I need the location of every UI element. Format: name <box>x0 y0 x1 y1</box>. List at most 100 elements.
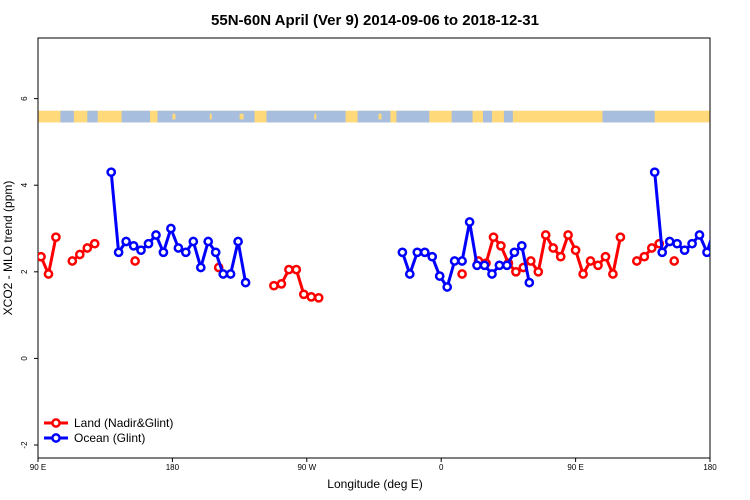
x-tick-label: 0 <box>439 463 444 472</box>
x-axis-label: Longitude (deg E) <box>327 477 422 491</box>
data-point <box>195 262 206 273</box>
y-tick-label: 6 <box>20 96 29 101</box>
data-point <box>533 266 544 277</box>
data-point <box>457 256 467 266</box>
data-point <box>269 280 279 291</box>
data-point <box>180 247 191 258</box>
y-axis-label: XCO2 - MLO trend (ppm) <box>1 181 15 316</box>
series-line <box>653 172 710 254</box>
data-point <box>702 247 710 258</box>
data-point <box>298 289 309 300</box>
band-ocean <box>357 110 391 123</box>
data-point <box>434 271 445 281</box>
data-point <box>43 269 54 279</box>
data-point <box>51 232 61 243</box>
data-point <box>173 243 184 253</box>
legend: Land (Nadir&Glint)Ocean (Glint) <box>44 416 173 445</box>
data-point <box>649 167 660 178</box>
data-point <box>600 251 611 262</box>
data-point <box>130 256 140 266</box>
band-ocean <box>483 110 492 123</box>
data-point <box>82 243 93 253</box>
data-point <box>38 251 46 262</box>
legend-label: Ocean (Glint) <box>74 431 145 445</box>
data-point <box>563 230 573 240</box>
band-ocean <box>157 110 255 123</box>
data-point <box>639 251 650 262</box>
legend-marker <box>51 418 61 428</box>
x-tick-label: 90 E <box>567 463 583 472</box>
data-point <box>496 240 506 251</box>
x-tick-label: 90 W <box>297 463 316 472</box>
data-point <box>494 260 505 271</box>
data-point <box>397 247 408 258</box>
band-land-fragment <box>172 113 176 120</box>
data-point <box>128 240 139 251</box>
band-land-fragment <box>209 113 212 120</box>
x-tick-label: 180 <box>703 463 717 472</box>
data-point <box>121 236 131 247</box>
y-tick-label: 0 <box>20 356 29 361</box>
data-point <box>593 260 603 271</box>
data-point <box>158 247 169 258</box>
data-point <box>672 238 682 249</box>
data-point <box>313 292 324 303</box>
data-point <box>464 217 475 227</box>
data-point <box>679 245 690 256</box>
data-point <box>276 279 287 289</box>
band-ocean <box>60 110 74 123</box>
land-ocean-band <box>38 110 710 123</box>
data-point <box>555 251 566 262</box>
data-point <box>427 251 438 262</box>
data-point <box>143 238 154 249</box>
data-point <box>188 236 199 247</box>
data-point <box>291 264 302 275</box>
band-ocean <box>396 110 430 123</box>
data-point <box>136 245 146 256</box>
data-point <box>608 269 618 279</box>
band-ocean <box>602 110 655 123</box>
data-point <box>524 277 535 288</box>
band-ocean <box>503 110 513 123</box>
data-point <box>479 260 490 271</box>
data-point <box>74 249 85 260</box>
x-tick-label: 180 <box>166 463 180 472</box>
data-point <box>694 230 705 240</box>
band-land-fragment <box>314 113 317 120</box>
data-point <box>442 282 453 292</box>
data-point <box>233 236 243 247</box>
y-tick-label: 2 <box>20 269 29 274</box>
data-point <box>67 256 78 266</box>
data-point <box>240 277 251 288</box>
legend-marker <box>51 433 61 443</box>
data-point <box>106 167 117 178</box>
band-ocean <box>87 110 98 123</box>
data-point <box>502 260 512 271</box>
data-point <box>166 223 176 234</box>
x-tick-label: 90 E <box>30 463 46 472</box>
data-point <box>687 238 697 249</box>
chart-title: 55N-60N April (Ver 9) 2014-09-06 to 2018… <box>211 12 539 29</box>
data-point <box>151 230 161 240</box>
data-point <box>218 269 229 279</box>
data-point <box>472 260 482 271</box>
data-point <box>487 269 497 279</box>
axes: 90 E 180 90 W 0 90 E 180 -2 0 2 4 6 <box>20 96 717 472</box>
band-ocean <box>266 110 346 123</box>
data-point <box>203 236 214 247</box>
band-ocean <box>451 110 473 123</box>
plot-frame <box>37 37 711 459</box>
data-point <box>709 226 710 231</box>
data-point <box>210 247 221 258</box>
data-point <box>113 247 124 258</box>
data-point <box>412 247 423 258</box>
data-point <box>449 256 460 266</box>
data-point <box>284 264 294 275</box>
series-layer <box>38 167 710 303</box>
data-point <box>540 230 551 240</box>
data-point <box>646 243 657 253</box>
data-point <box>631 256 642 266</box>
y-tick-label: -2 <box>20 441 29 449</box>
data-point <box>404 269 415 279</box>
